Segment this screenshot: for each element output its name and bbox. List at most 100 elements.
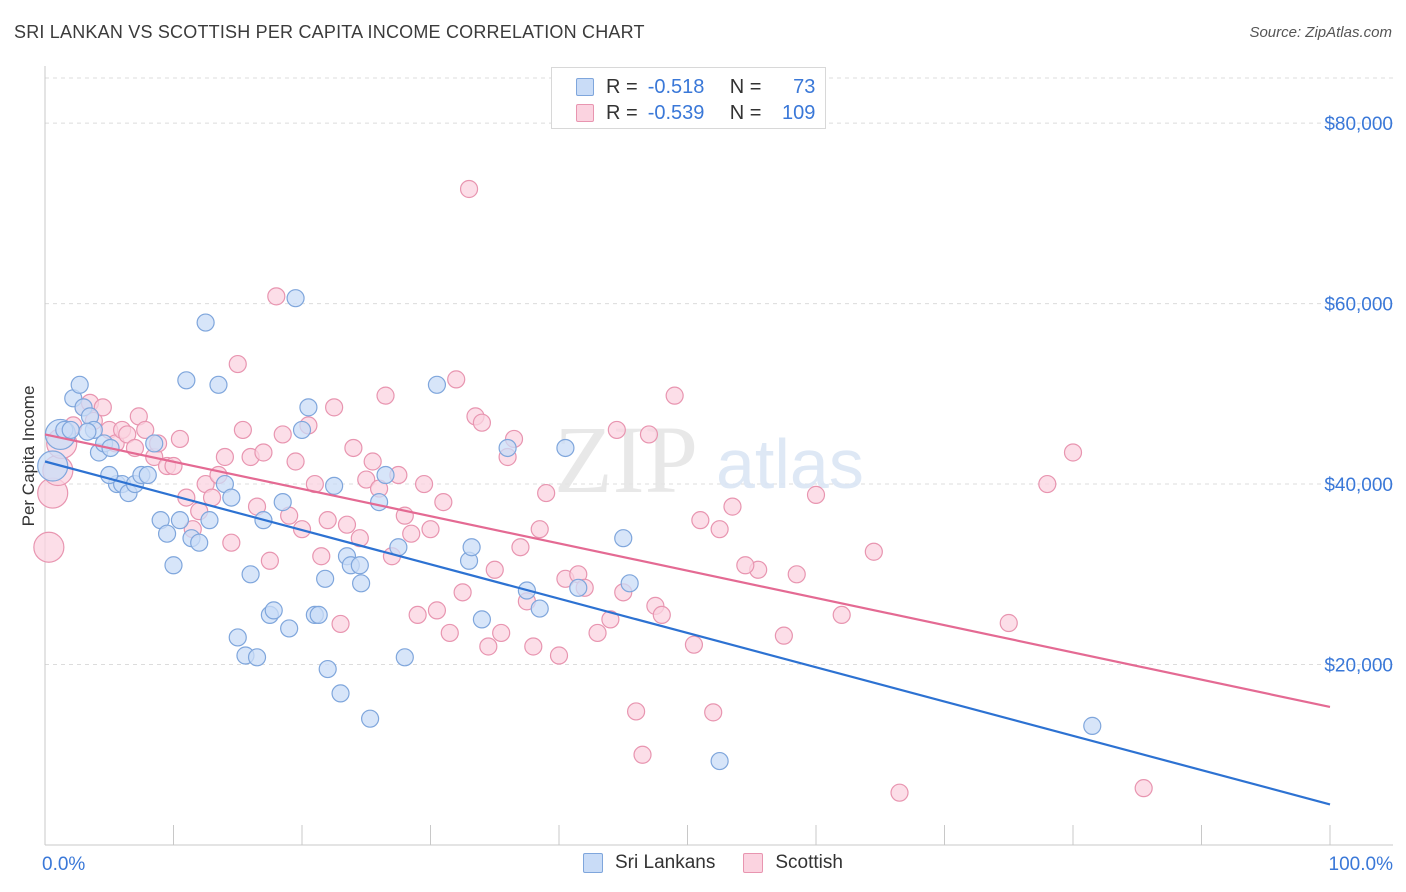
sri-lankan-point <box>498 438 517 458</box>
sri-lankan-point <box>273 493 292 512</box>
sri-lankan-point <box>222 488 241 507</box>
y-tick-label: $40,000 <box>1324 475 1393 496</box>
scottish-point <box>492 623 511 643</box>
y-tick-label: $80,000 <box>1324 114 1393 135</box>
sri-lankan-point <box>462 538 481 557</box>
sri-lankan-point <box>177 371 196 390</box>
scottish-point <box>787 565 806 584</box>
legend-swatch-sri-lankans <box>576 78 594 96</box>
legend-row-sri-lankans: R = -0.518 N = 73 <box>576 75 815 99</box>
scottish-point <box>774 626 793 645</box>
scottish-point <box>723 497 742 516</box>
legend-item-scottish[interactable]: Scottish <box>743 852 843 874</box>
legend-r-value: -0.539 <box>647 101 705 124</box>
scottish-point <box>459 179 479 199</box>
sri-lankan-point <box>620 574 639 593</box>
scottish-point <box>524 637 543 656</box>
scottish-trend-line <box>44 433 1331 709</box>
scottish-point <box>170 429 190 449</box>
sri-lankan-point <box>164 556 183 575</box>
scottish-point <box>626 702 646 721</box>
scottish-point <box>286 452 305 471</box>
legend-r-label: R = <box>606 101 638 124</box>
sri-lankan-point <box>556 438 575 458</box>
scottish-point <box>254 443 273 462</box>
scottish-point <box>652 605 671 625</box>
sri-lankan-point <box>376 465 395 485</box>
legend-swatch-scottish <box>576 104 594 122</box>
sri-lankan-point <box>286 289 305 308</box>
scottish-point <box>864 542 883 561</box>
sri-lankan-trend-line <box>44 460 1331 806</box>
scottish-point <box>684 635 704 654</box>
scottish-point <box>118 425 137 444</box>
legend-swatch-scottish <box>743 853 764 873</box>
sri-lankan-point <box>361 709 380 728</box>
watermark: ZIP atlas <box>554 406 864 513</box>
scottish-point <box>588 623 607 643</box>
sri-lankan-point <box>228 628 247 647</box>
scottish-point <box>710 520 729 539</box>
scottish-point <box>331 614 350 634</box>
scottish-point <box>267 287 286 306</box>
sri-lankan-point <box>280 619 299 638</box>
sri-lankan-point <box>395 648 414 667</box>
scottish-point <box>1134 779 1153 798</box>
legend-swatch-sri-lankans <box>583 853 603 873</box>
scottish-point <box>530 520 549 539</box>
scottish-point <box>691 511 710 530</box>
scottish-point <box>344 438 363 458</box>
legend-n-label: N = <box>729 101 762 124</box>
sri-lankan-point <box>472 610 491 629</box>
scottish-point <box>440 623 459 643</box>
scottish-point <box>408 605 427 625</box>
watermark-atlas: atlas <box>716 425 864 503</box>
correlation-legend: R = -0.518 N = 73 R = -0.539 N = 109 <box>551 67 826 129</box>
scottish-point <box>33 531 65 563</box>
scottish-point <box>93 398 112 417</box>
sri-lankan-point <box>138 465 157 485</box>
scottish-point <box>312 547 331 566</box>
trend-lines <box>44 433 1331 806</box>
sri-lankan-point <box>352 574 371 593</box>
sri-lankan-point <box>370 493 389 512</box>
sri-lankan-point <box>614 529 633 548</box>
sri-lankan-point <box>569 578 588 597</box>
y-axis-label: Per Capita Income <box>19 386 38 527</box>
sri-lankan-point <box>170 511 190 530</box>
legend-item-sri-lankans[interactable]: Sri Lankans <box>583 852 715 874</box>
watermark-zip: ZIP <box>554 406 698 513</box>
scottish-point <box>376 386 395 405</box>
scottish-point <box>260 551 279 570</box>
scottish-point <box>1038 474 1057 494</box>
scottish-point <box>215 447 234 467</box>
scottish-point <box>318 511 337 530</box>
sri-lankan-point <box>209 375 228 394</box>
legend-label-scottish: Scottish <box>775 852 843 873</box>
x-tick-label: 0.0% <box>42 854 85 875</box>
scottish-point <box>601 610 620 629</box>
sri-lankan-point <box>247 648 267 667</box>
y-tick-label: $20,000 <box>1324 656 1393 677</box>
scottish-point <box>434 493 453 512</box>
scottish-point <box>511 538 530 557</box>
scottish-point <box>736 556 755 575</box>
scottish-point <box>607 420 626 440</box>
scottish-point <box>665 386 684 405</box>
scottish-point <box>453 583 472 602</box>
scottish-point <box>999 613 1018 633</box>
sri-lankan-points <box>37 289 1102 771</box>
scottish-point <box>136 420 155 440</box>
scottish-point <box>228 354 247 374</box>
y-tick-label: $60,000 <box>1324 295 1393 316</box>
legend-r-value: -0.518 <box>647 75 705 98</box>
sri-lankan-point <box>78 422 97 441</box>
scottish-point <box>357 470 376 489</box>
legend-r-label: R = <box>606 75 638 98</box>
sri-lankan-point <box>190 533 209 552</box>
scottish-point <box>704 703 723 722</box>
sri-lankan-point <box>309 605 328 625</box>
x-tick-label: 100.0% <box>1329 854 1394 875</box>
scottish-point <box>337 515 357 534</box>
